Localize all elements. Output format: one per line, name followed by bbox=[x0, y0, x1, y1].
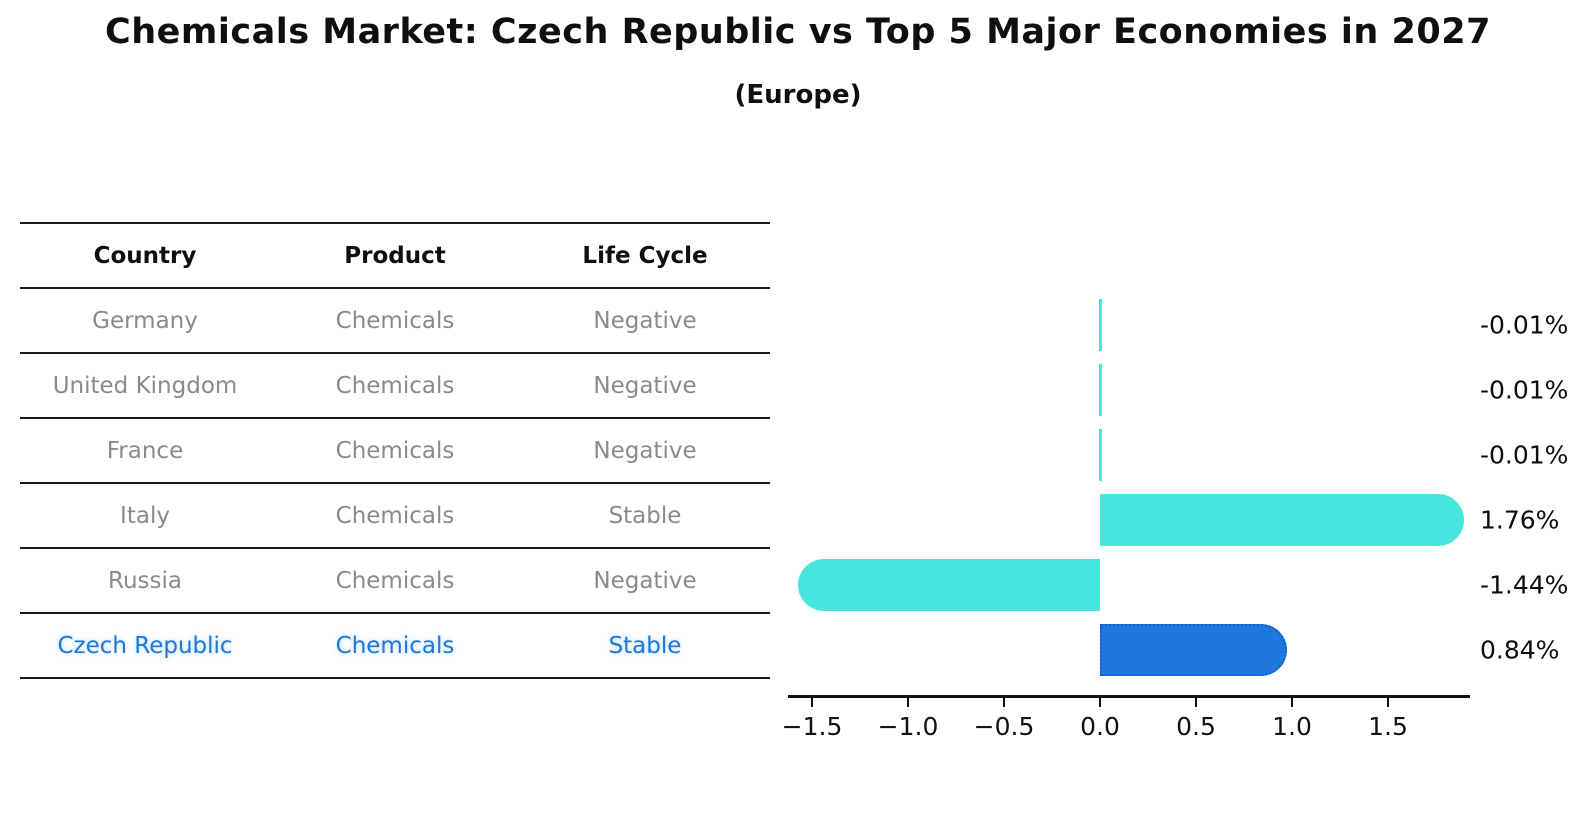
x-tick-label: 1.5 bbox=[1368, 712, 1408, 741]
bar-italy bbox=[1100, 494, 1464, 546]
table-header-row: Country Product Life Cycle bbox=[20, 222, 770, 289]
header-country: Country bbox=[93, 242, 197, 269]
cell-country: Germany bbox=[92, 307, 198, 334]
bar-russia bbox=[797, 559, 1100, 611]
x-tick bbox=[1002, 695, 1006, 707]
x-tick bbox=[1098, 695, 1102, 707]
cell-country: Italy bbox=[120, 502, 170, 529]
cell-product: Chemicals bbox=[335, 502, 455, 529]
cell-life-cycle: Negative bbox=[593, 307, 697, 334]
table-row-france: France Chemicals Negative bbox=[20, 419, 770, 484]
country-info-table: Country Product Life Cycle Germany Chemi… bbox=[20, 222, 770, 679]
x-tick-label: −0.5 bbox=[973, 712, 1035, 741]
cell-country: Czech Republic bbox=[57, 632, 233, 659]
bar-value-label: -0.01% bbox=[1480, 440, 1569, 470]
bar-united-kingdom bbox=[1098, 364, 1102, 416]
cell-product: Chemicals bbox=[335, 437, 455, 464]
x-tick bbox=[1290, 695, 1294, 707]
cell-country: France bbox=[106, 437, 184, 464]
x-tick-label: −1.5 bbox=[781, 712, 843, 741]
bar-germany bbox=[1098, 299, 1102, 351]
cell-product: Chemicals bbox=[335, 372, 455, 399]
table-row-russia: Russia Chemicals Negative bbox=[20, 549, 770, 614]
table-row-czech-republic: Czech Republic Chemicals Stable bbox=[20, 614, 770, 679]
table-row-italy: Italy Chemicals Stable bbox=[20, 484, 770, 549]
cell-life-cycle: Negative bbox=[593, 372, 697, 399]
table-row-germany: Germany Chemicals Negative bbox=[20, 289, 770, 354]
cell-product: Chemicals bbox=[335, 632, 455, 659]
cell-product: Chemicals bbox=[335, 307, 455, 334]
x-tick bbox=[906, 695, 910, 707]
header-product: Product bbox=[344, 242, 446, 269]
bar-france bbox=[1098, 429, 1102, 481]
header-life-cycle: Life Cycle bbox=[582, 242, 708, 269]
x-axis-line bbox=[788, 695, 1470, 698]
cell-product: Chemicals bbox=[335, 567, 455, 594]
chart-subtitle: (Europe) bbox=[734, 80, 862, 110]
table-row-united-kingdom: United Kingdom Chemicals Negative bbox=[20, 354, 770, 419]
cell-country: Russia bbox=[108, 567, 182, 594]
x-tick-label: 0.5 bbox=[1176, 712, 1216, 741]
cell-life-cycle: Stable bbox=[608, 502, 682, 529]
bar-value-label: 0.84% bbox=[1480, 635, 1560, 665]
bar-value-label: -1.44% bbox=[1480, 570, 1569, 600]
bar-value-label: -0.01% bbox=[1480, 375, 1569, 405]
cell-country: United Kingdom bbox=[52, 372, 238, 399]
bar-value-label: 1.76% bbox=[1480, 505, 1560, 535]
x-tick bbox=[1386, 695, 1390, 707]
cell-life-cycle: Negative bbox=[593, 567, 697, 594]
x-tick-label: 0.0 bbox=[1080, 712, 1120, 741]
x-tick bbox=[1194, 695, 1198, 707]
chart-title: Chemicals Market: Czech Republic vs Top … bbox=[105, 12, 1491, 52]
x-tick-label: −1.0 bbox=[877, 712, 939, 741]
x-tick bbox=[810, 695, 814, 707]
x-tick-label: 1.0 bbox=[1272, 712, 1312, 741]
cell-life-cycle: Stable bbox=[608, 632, 682, 659]
cell-life-cycle: Negative bbox=[593, 437, 697, 464]
bar-value-label: -0.01% bbox=[1480, 310, 1569, 340]
bar-czech-republic bbox=[1100, 624, 1288, 676]
